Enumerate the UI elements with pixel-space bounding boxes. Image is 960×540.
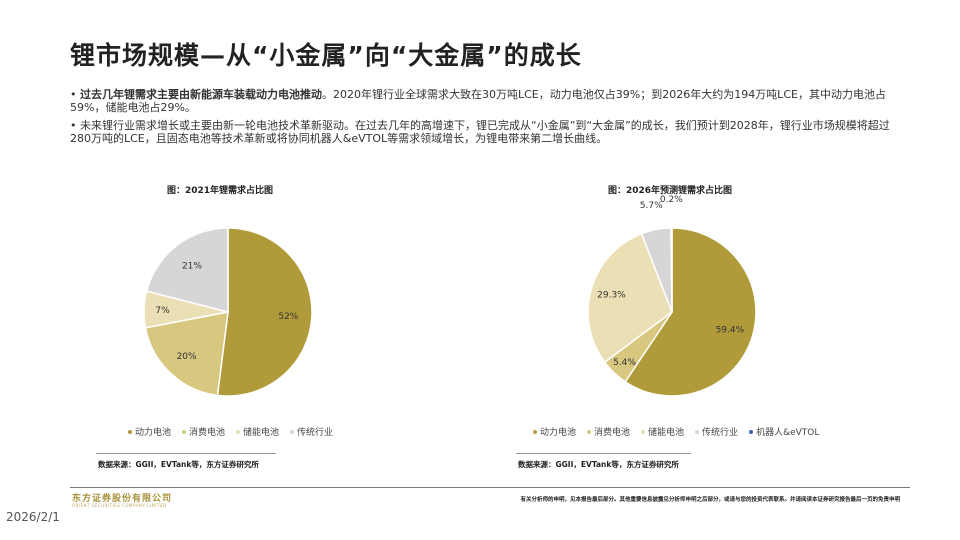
pie-label-1-4: 0.2% [660,195,683,205]
disclaimer-text: 有关分析师的申明，见本报告最后部分。其他重要信息披露见分析师申明之后部分，或请与… [520,497,900,503]
pie-slice-1-0 [624,227,757,397]
slide-date: 2026/2/1 [6,510,60,524]
legend-swatch-icon [128,429,132,434]
pie-label-0-3: 21% [182,262,202,272]
legend-label: 传统行业 [297,428,334,438]
bullet-1-strong: 过去几年锂需求主要由新能源车装载动力电池推动 [80,88,322,101]
chart-1-divider [96,453,276,454]
legend-item-1-0: 动力电池 [533,425,576,438]
legend-label: 传统行业 [702,428,739,438]
bullet-list: • 过去几年锂需求主要由新能源车装载动力电池推动。2020年锂行业全球需求大致在… [70,88,900,150]
pie-label-1-2: 29.3% [597,291,626,301]
legend-swatch-icon [236,429,241,434]
legend-swatch-icon [182,429,187,434]
pie-slice-0-3 [145,227,229,313]
bullet-2-text: 未来锂行业需求增长或主要由新一轮电池技术革新驱动。在过去几年的高增速下，锂已完成… [70,119,890,145]
legend-item-1-1: 消费电池 [587,425,630,438]
pie-label-1-0: 59.4% [716,326,745,336]
pie-label-0-1: 20% [177,352,197,362]
legend-swatch-icon [641,429,646,434]
legend-item-1-2: 储能电池 [641,425,684,438]
legend-item-0-1: 消费电池 [182,425,225,438]
pie-slice-1-4 [670,227,673,313]
pie-label-1-3: 5.7% [640,201,663,211]
legend-label: 动力电池 [135,428,172,438]
legend-label: 动力电池 [540,428,577,438]
pie-label-0-2: 7% [155,306,170,316]
legend-label: 消费电池 [189,428,226,438]
legend-item-1-4: 机器人&eVTOL [749,425,819,438]
legend-label: 储能电池 [648,428,685,438]
pie-slice-1-3 [640,227,673,313]
legend-swatch-icon [749,429,754,434]
pie-label-0-0: 52% [278,312,298,322]
legend-swatch-icon [695,429,700,434]
chart-2-source: 数据来源：GGII，EVTank等，东方证券研究所 [518,460,679,469]
chart-2-divider [516,453,691,454]
legend-label: 消费电池 [594,428,631,438]
legend-swatch-icon [533,429,537,434]
bullet-1: • 过去几年锂需求主要由新能源车装载动力电池推动。2020年锂行业全球需求大致在… [70,88,886,114]
legend-swatch-icon [290,429,295,434]
page-title: 锂市场规模—从“小金属”向“大金属”的成长 [70,41,582,70]
pie-label-1-1: 5.4% [613,358,636,368]
chart-2-title: 图：2026年预测锂需求占比图 [607,186,733,196]
chart-1-legend: 动力电池 消费电池 储能电池 传统行业 [128,425,333,438]
legend-swatch-icon [587,429,592,434]
company-logo-en: ORIENT SECURITIES COMPANY LIMITED [72,503,167,508]
chart-2-legend: 动力电池 消费电池 储能电池 传统行业 机器人&eVTOL [533,425,819,438]
legend-label: 储能电池 [243,428,280,438]
footer-divider [70,487,910,488]
company-logo: 东方证券股份有限公司 [72,494,173,504]
bullet-2: • 未来锂行业需求增长或主要由新一轮电池技术革新驱动。在过去几年的高增速下，锂已… [70,119,890,145]
pie-slice-1-2 [587,232,673,364]
chart-1-title: 图：2021年锂需求占比图 [166,186,274,196]
pie-slice-0-2 [143,290,229,329]
pie-slice-0-0 [216,227,313,397]
legend-item-0-0: 动力电池 [128,425,171,438]
legend-label: 机器人&eVTOL [756,428,820,438]
chart-1-source: 数据来源：GGII，EVTank等，东方证券研究所 [98,460,259,469]
bullet-1-text: 。2020年锂行业全球需求大致在30万吨LCE，动力电池仅占39%；到2026年… [70,88,886,114]
legend-item-1-3: 传统行业 [695,425,738,438]
pie-slice-1-1 [603,311,673,383]
legend-item-0-2: 储能电池 [236,425,279,438]
legend-item-0-3: 传统行业 [290,425,333,438]
pie-slice-0-1 [144,311,229,397]
